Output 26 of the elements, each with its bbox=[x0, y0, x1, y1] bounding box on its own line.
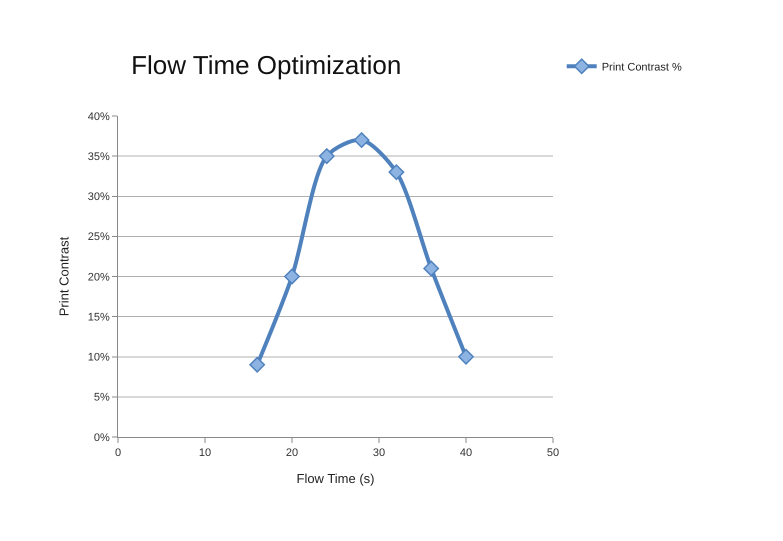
y-tick-label: 40% bbox=[88, 110, 110, 123]
y-tick-label: 35% bbox=[88, 150, 110, 163]
point bbox=[388, 164, 404, 180]
x-tick-label: 40 bbox=[460, 447, 472, 460]
y-tick-label: 25% bbox=[88, 231, 110, 244]
x-tick-label: 50 bbox=[546, 447, 560, 460]
y-tick-label: 10% bbox=[88, 352, 110, 364]
y-tick-label: 20% bbox=[88, 271, 110, 284]
y-axis-title: Print Contrast bbox=[56, 236, 72, 316]
legend-label: Print Contrast % bbox=[602, 62, 682, 74]
y-tick-label: 30% bbox=[88, 191, 110, 204]
x-axis-title: Flow Time (s) bbox=[296, 470, 374, 486]
y-tick-label: 5% bbox=[94, 392, 110, 404]
x-tick-label: 20 bbox=[286, 447, 298, 460]
point bbox=[423, 260, 440, 276]
x-tick-label: 0 bbox=[114, 447, 122, 460]
point bbox=[354, 132, 370, 148]
y-tick-label: 15% bbox=[88, 311, 110, 324]
x-tick-label: 30 bbox=[372, 447, 386, 460]
point bbox=[318, 148, 335, 164]
chart-title: Flow Time Optimization bbox=[131, 50, 402, 80]
y-tick-label: 0% bbox=[94, 432, 110, 444]
point bbox=[249, 356, 266, 373]
x-tick-label: 10 bbox=[198, 447, 212, 460]
point bbox=[458, 348, 474, 365]
point bbox=[284, 268, 300, 284]
